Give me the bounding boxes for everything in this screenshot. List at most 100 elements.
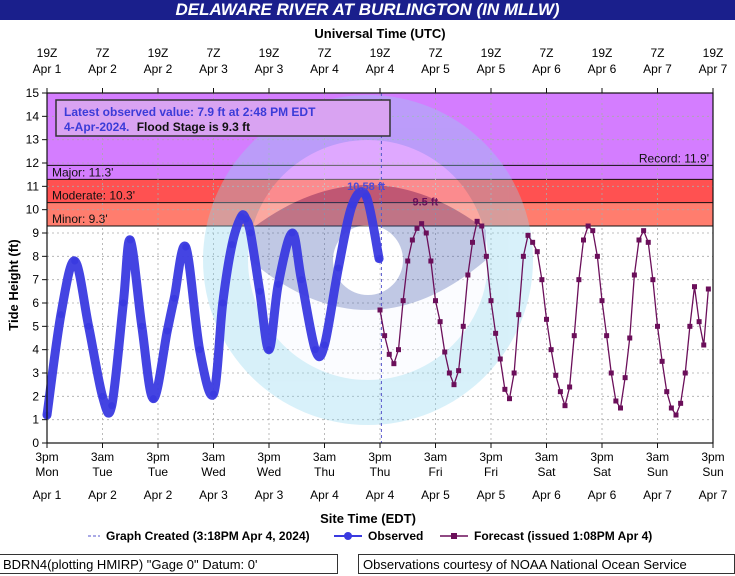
x-tick-label: Thu — [314, 465, 335, 479]
forecast-point — [474, 218, 480, 224]
forecast-point — [409, 237, 415, 243]
y-tick-label: 13 — [26, 133, 40, 147]
forecast-point — [382, 333, 388, 339]
forecast-point — [594, 253, 600, 259]
observed-point — [57, 311, 65, 319]
utc-tick-label: Apr 6 — [588, 62, 617, 76]
observed-point — [311, 346, 319, 354]
forecast-point — [442, 349, 448, 355]
x-tick-label: Sat — [537, 465, 556, 479]
forecast-point — [460, 323, 466, 329]
plot-border — [46, 92, 714, 444]
observed-point — [247, 229, 254, 237]
utc-tick-label: 7Z — [317, 46, 331, 60]
x-tick-label: 3am — [202, 450, 225, 464]
flood-category-label: Record: 11.9' — [639, 151, 709, 165]
forecast-point — [622, 375, 628, 381]
forecast-series — [377, 218, 711, 418]
utc-tick-label: Apr 1 — [33, 62, 62, 76]
forecast-point — [377, 307, 383, 313]
forecast-point — [437, 319, 443, 325]
flood-stage-text: Flood Stage is 9.3 ft — [137, 120, 250, 134]
flood-category-label: Minor: 9.3' — [52, 212, 108, 226]
observed-point — [138, 322, 146, 330]
x-tick-label: Wed — [257, 465, 281, 479]
x-tick-label: 3am — [424, 450, 447, 464]
plot-frame — [46, 92, 714, 444]
forecast-point — [604, 333, 610, 339]
observed-point — [170, 294, 178, 302]
observed-point — [119, 299, 127, 307]
forecast-point — [525, 232, 531, 238]
forecast-point — [576, 277, 582, 283]
x-tick-label: 3pm — [590, 450, 613, 464]
y-tick-label: 2 — [32, 389, 39, 403]
forecast-point — [396, 347, 401, 353]
forecast-point — [530, 239, 536, 245]
utc-tick-label: Apr 5 — [421, 62, 450, 76]
utc-tick-label: 7Z — [206, 46, 220, 60]
svg-text:4-Apr-2024. Flood Stage: 4-Apr-2024. Flood Stage is 9.3 ft — [64, 120, 250, 134]
forecast-point — [562, 403, 568, 409]
x-tick-label: Fri — [484, 465, 498, 479]
forecast-point — [608, 370, 614, 376]
forecast-point — [539, 277, 545, 283]
observed-point — [108, 402, 116, 410]
forecast-point — [548, 347, 554, 353]
utc-tick-label: Apr 7 — [643, 62, 672, 76]
observed-point — [85, 322, 93, 330]
flood-category-label: Major: 11.3' — [52, 165, 113, 179]
observed-point — [196, 346, 204, 354]
x-tick-label: Apr 7 — [699, 488, 728, 502]
forecast-point — [520, 253, 526, 259]
observed-point — [274, 280, 282, 288]
forecast-point — [446, 370, 452, 376]
observed-point — [182, 243, 190, 251]
forecast-point — [701, 342, 707, 348]
forecast-point — [493, 330, 499, 336]
legend-graph-created-label: Graph Created (3:18PM Apr 4, 2024) — [106, 529, 310, 543]
x-tick-label: Apr 3 — [255, 488, 284, 502]
forecast-point — [428, 258, 434, 264]
x-tick-label: Apr 5 — [421, 488, 450, 502]
x-tick-label: Apr 5 — [477, 488, 506, 502]
legend-observed-marker — [344, 532, 352, 540]
observed-point — [126, 236, 134, 244]
observed-point — [163, 327, 171, 335]
forecast-point — [613, 398, 619, 404]
forecast-point — [585, 223, 591, 229]
observed-point — [375, 255, 383, 263]
y-tick-label: 11 — [27, 179, 40, 193]
observed-point — [219, 299, 227, 307]
footer-datum: BDRN4(plotting HMIRP) "Gage 0" Datum: 0' — [0, 554, 338, 574]
x-tick-label: Sun — [702, 465, 723, 479]
major-band — [47, 179, 713, 203]
x-axis-title: Site Time (EDT) — [320, 511, 416, 526]
forecast-point — [687, 323, 693, 329]
x-tick-label: Fri — [429, 465, 443, 479]
x-tick-label: 3am — [646, 450, 669, 464]
y-tick-label: 4 — [32, 343, 39, 357]
observed-point — [348, 201, 356, 209]
legend: Graph Created (3:18PM Apr 4, 2024) Obser… — [88, 529, 652, 543]
forecast-point — [655, 323, 660, 329]
forecast-point — [618, 405, 623, 411]
x-tick-label: Mon — [35, 465, 58, 479]
forecast-peak-label: 9.5 ft — [412, 196, 438, 208]
forecast-line — [379, 220, 710, 417]
y-tick-label: 15 — [26, 86, 40, 100]
y-tick-label: 6 — [32, 296, 39, 310]
x-tick-label: Tue — [92, 465, 113, 479]
latest-observed-box: Latest observed value: 7.9 ft at 2:48 PM… — [55, 99, 391, 137]
utc-tick-label: Apr 6 — [532, 62, 561, 76]
observed-point — [334, 264, 342, 272]
y-tick-label: 0 — [32, 436, 39, 450]
forecast-point — [386, 351, 392, 357]
utc-tick-label: Apr 4 — [310, 62, 339, 76]
forecast-point — [567, 384, 573, 390]
x-tick-label: 3pm — [701, 450, 724, 464]
x-tick-label: 3pm — [257, 450, 280, 464]
utc-tick-label: 7Z — [428, 46, 442, 60]
forecast-point — [516, 312, 522, 318]
y-tick-label: 1 — [32, 413, 39, 427]
